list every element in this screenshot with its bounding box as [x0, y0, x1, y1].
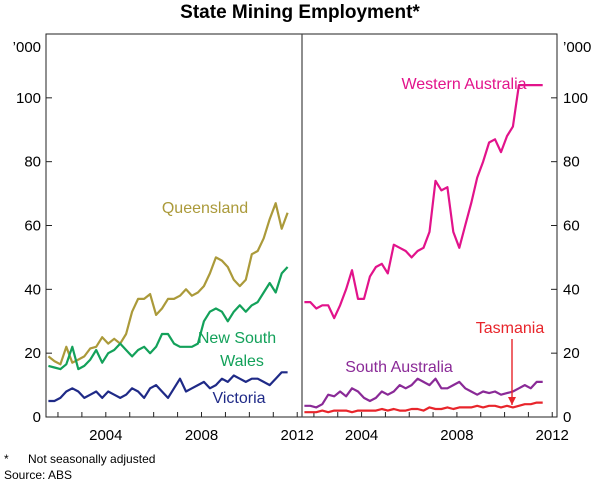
y-unit-label-left: ’000	[13, 39, 41, 56]
x-tick-label: 2004	[89, 427, 122, 444]
series-line-queensland	[47, 202, 289, 366]
y-tick-label-left: 60	[24, 218, 41, 235]
x-tick-label: 2012	[536, 427, 569, 444]
series-label-queensland: Queensland	[162, 200, 248, 217]
x-tick-label: 2012	[281, 427, 314, 444]
y-tick-label-right: 80	[563, 154, 580, 171]
y-tick-label-right: 20	[563, 345, 580, 362]
series-line-south-australia	[304, 377, 543, 409]
y-tick-label-left: 20	[24, 345, 41, 362]
tasmania-arrow-head	[508, 397, 516, 405]
series-label-new-south-wales: New South	[198, 330, 276, 347]
y-tick-label-right: 100	[563, 90, 588, 107]
y-tick-label-right: 40	[563, 281, 580, 298]
chart-title: State Mining Employment*	[180, 2, 420, 23]
x-tick-label: 2004	[345, 427, 378, 444]
x-tick-label: 2008	[185, 427, 218, 444]
x-tick-label: 2008	[440, 427, 473, 444]
y-unit-label-right: ’000	[563, 39, 591, 56]
series-label-western-australia: Western Australia	[401, 76, 526, 93]
series-line-tasmania	[304, 401, 543, 414]
y-tick-label-left: 0	[33, 409, 41, 426]
y-tick-label-right: 0	[563, 409, 571, 426]
series-label-victoria: Victoria	[212, 390, 265, 407]
footnote-text: Not seasonally adjusted	[28, 452, 156, 466]
footnote: * Not seasonally adjusted	[4, 451, 155, 467]
series-line-western-australia	[304, 84, 543, 320]
y-tick-label-left: 100	[16, 90, 41, 107]
series-label-tasmania: Tasmania	[476, 320, 545, 337]
axis-ticks: 0 0 20 20 40 40 60 60 80 80 100 100 ’000 ’000 2004 2008…	[13, 39, 592, 444]
series-lines	[47, 84, 543, 414]
y-tick-label-left: 80	[24, 154, 41, 171]
y-tick-label-left: 40	[24, 281, 41, 298]
series-label-new-south-wales: Wales	[220, 353, 264, 370]
series-line-victoria	[48, 371, 288, 403]
series-line-new-south-wales	[48, 266, 289, 371]
source-note: Source: ABS	[4, 468, 73, 482]
series-labels: Queensland New South Wales Victoria Western …	[162, 76, 544, 407]
y-tick-label-right: 60	[563, 218, 580, 235]
series-label-south-australia: South Australia	[345, 359, 453, 376]
footnote-marker: *	[4, 452, 9, 466]
